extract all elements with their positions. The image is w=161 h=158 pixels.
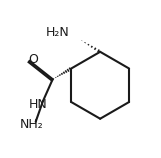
Text: H₂N: H₂N xyxy=(46,26,70,40)
Text: O: O xyxy=(28,53,38,66)
Text: NH₂: NH₂ xyxy=(20,118,44,131)
Text: HN: HN xyxy=(28,98,47,111)
